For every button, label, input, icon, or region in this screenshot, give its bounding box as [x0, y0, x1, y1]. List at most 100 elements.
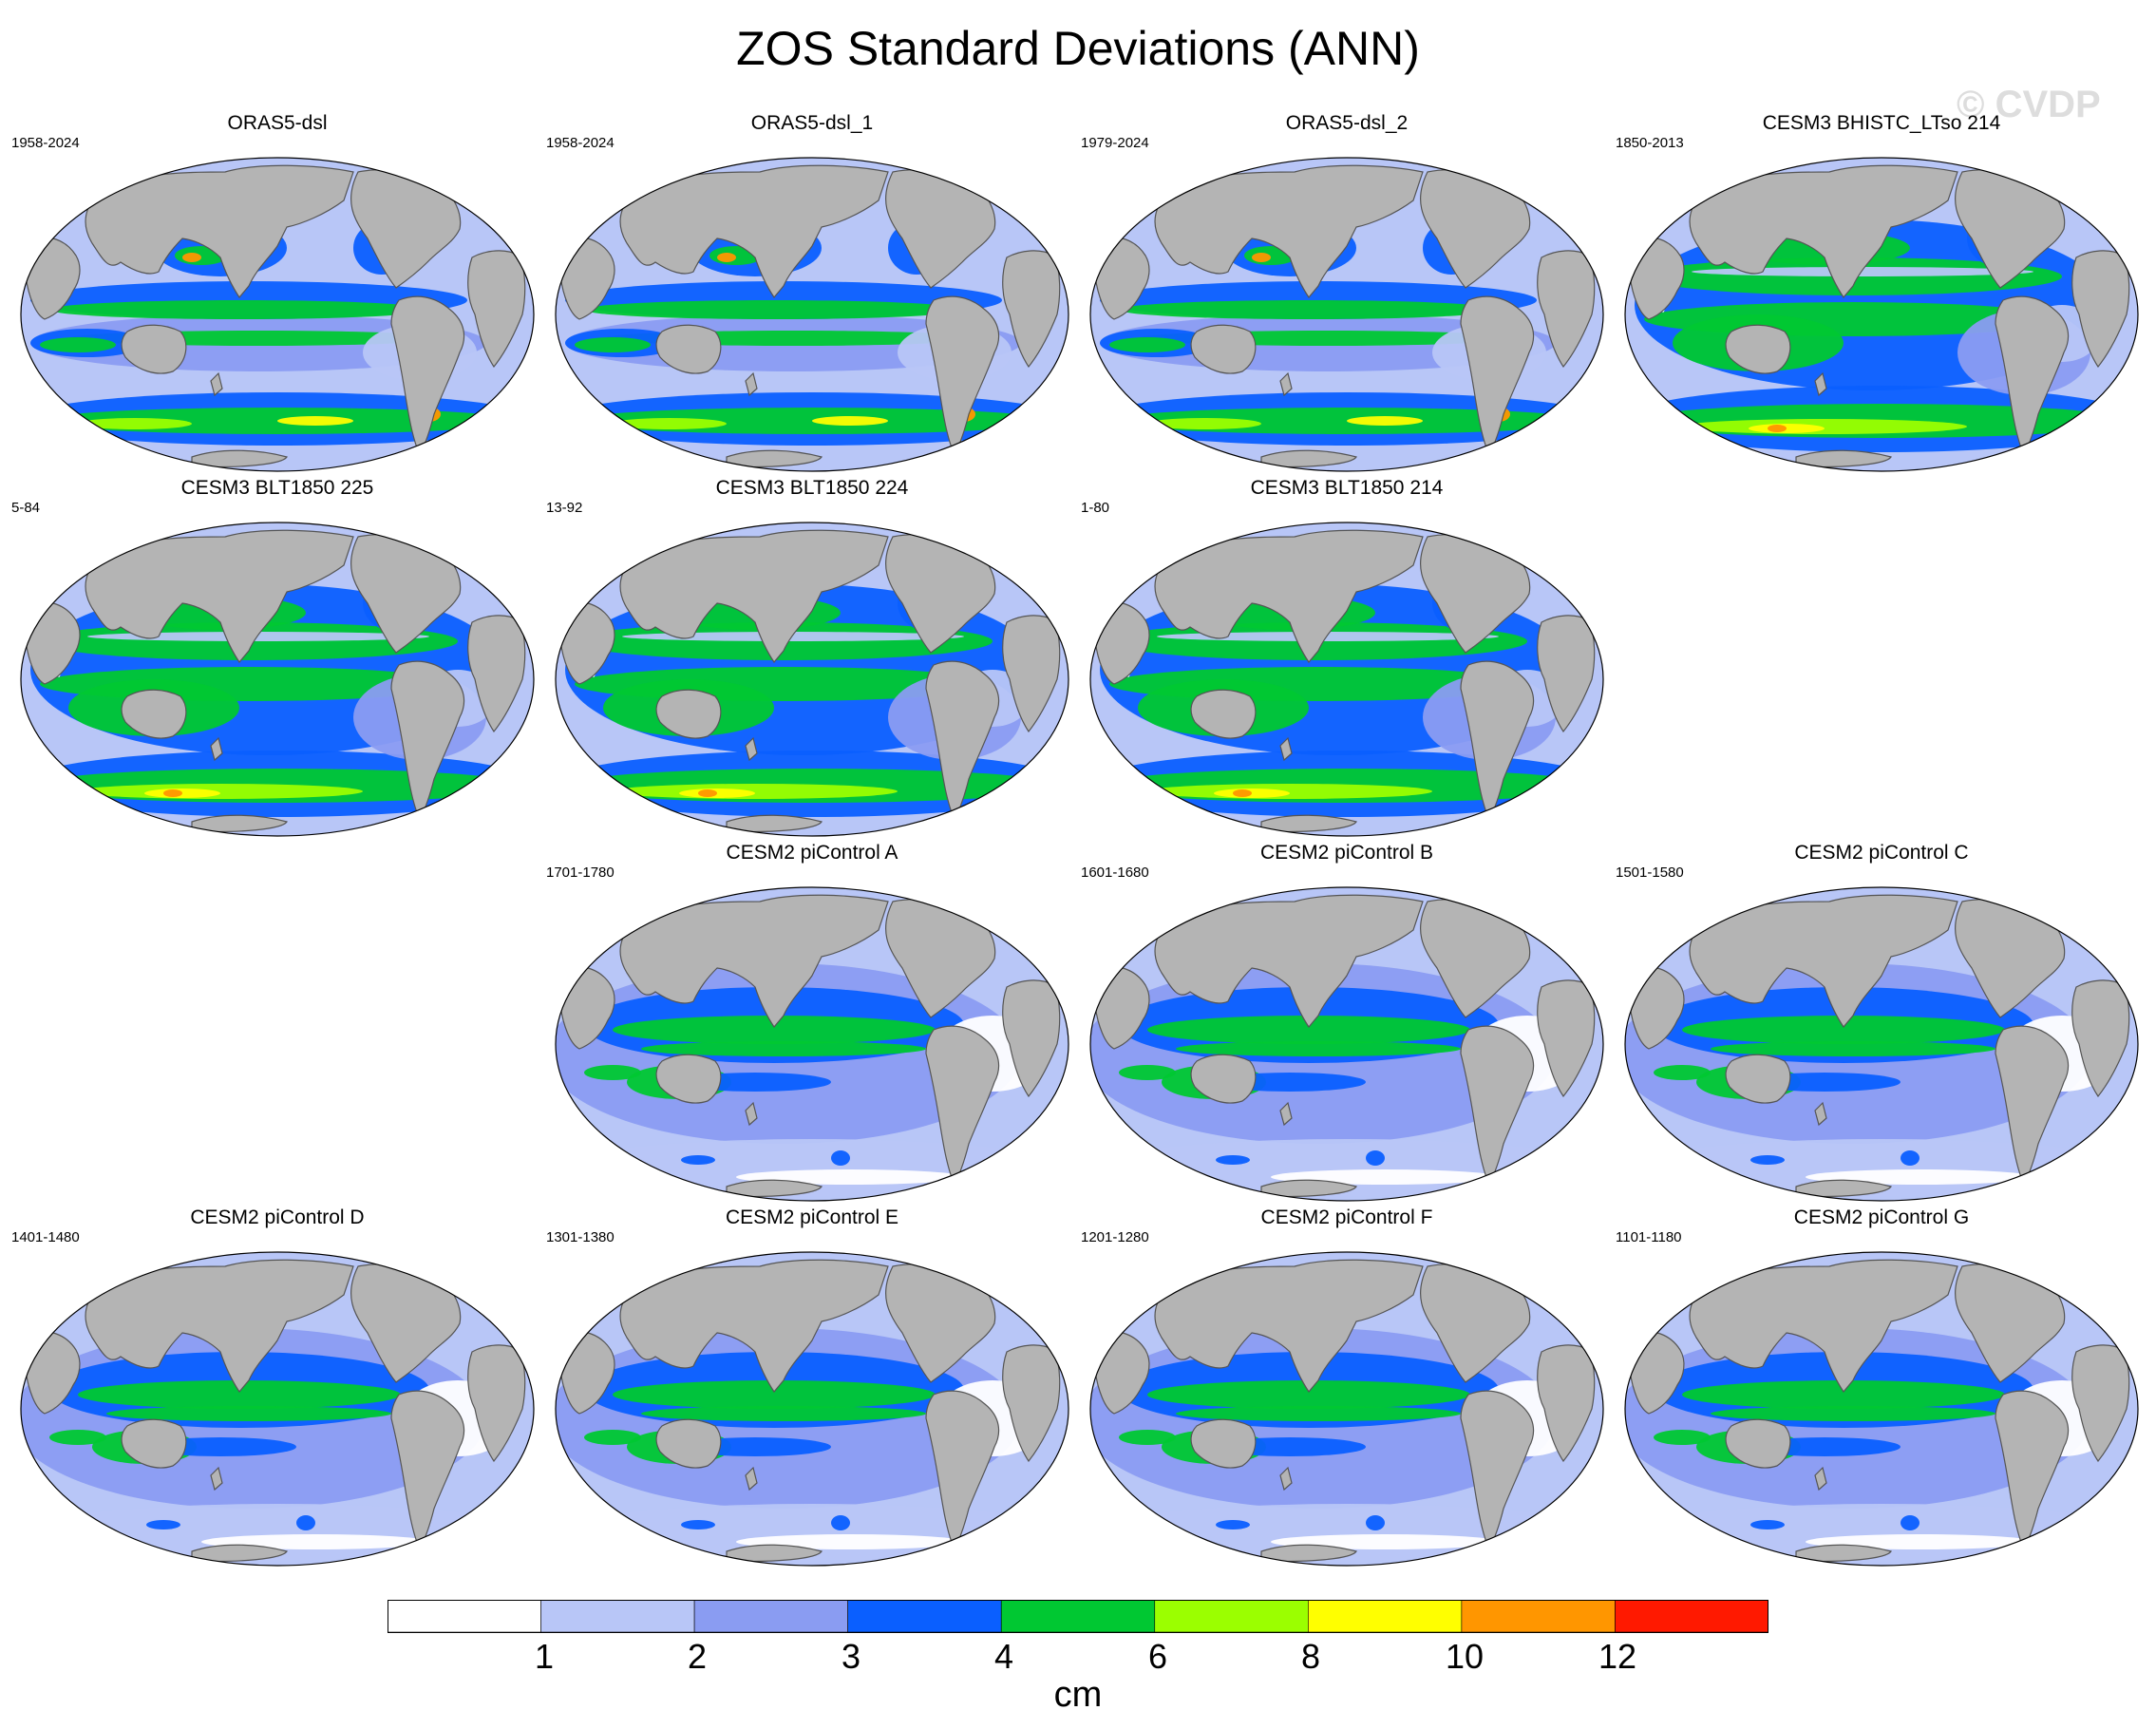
landmass-africa [1629, 1330, 1685, 1415]
world-map [1624, 157, 2139, 472]
landmass-southamerica [1995, 1390, 2070, 1551]
map-outline [1089, 886, 1604, 1202]
colorbar-swatch [1308, 1600, 1463, 1633]
landmass-nz [1279, 371, 1293, 397]
landmass-antarctica [191, 1544, 288, 1563]
landmass-greenland [1498, 528, 1536, 559]
landmass-australia [1190, 324, 1257, 374]
landmass-nz [1814, 1101, 1827, 1127]
landmass-southamerica [1460, 295, 1535, 457]
colorbar-label: 4 [993, 1637, 1014, 1676]
landmass-greenland [963, 163, 1001, 194]
landmass-africa [1629, 236, 1685, 320]
landmass-greenland [963, 893, 1001, 923]
landmass-antarctica [1260, 814, 1357, 833]
variance-band [78, 418, 192, 429]
colorbar-label: 10 [1445, 1637, 1485, 1676]
landmass-greenland [1498, 163, 1536, 194]
colorbar-swatch [693, 1600, 848, 1633]
landmass-greenland [2033, 163, 2071, 194]
landmass-antarctica [1795, 449, 1892, 468]
panel-title: CESM2 piControl A [726, 842, 898, 864]
map-panel-cesm2-picontrol-g: CESM2 piControl G 1101-1180 [1616, 1206, 2147, 1572]
landmass-africa [25, 600, 81, 685]
landmass-southamerica [390, 295, 465, 457]
variance-band [641, 1406, 926, 1421]
map-panel-oras5-dsl-2: ORAS5-dsl_2 1979-2024 [1081, 112, 1613, 478]
colorbar-label: 8 [1300, 1637, 1321, 1676]
landmass-australia [655, 689, 722, 739]
panel-years: 1501-1580 [1616, 864, 1684, 881]
landmass-southamerica [1460, 1025, 1535, 1187]
variance-band [1157, 632, 1499, 641]
map-panel-cesm3-blt1850-214: CESM3 BLT1850 214 1-80 [1081, 477, 1613, 843]
landmass-nz [210, 1466, 223, 1492]
variance-band [1750, 1155, 1785, 1165]
landmass-southamerica [925, 660, 1000, 822]
variance-band [49, 300, 429, 319]
landmass-southamerica [1460, 660, 1535, 822]
panel-years: 1101-1180 [1616, 1229, 1682, 1245]
landmass-australia [1190, 1418, 1257, 1469]
world-map [20, 522, 535, 837]
landmass-africa [559, 600, 615, 685]
panel-years: 1850-2013 [1616, 135, 1684, 151]
variance-band [831, 1150, 850, 1166]
landmass-nz [1814, 1466, 1827, 1492]
map-panel-cesm2-picontrol-b: CESM2 piControl B 1601-1680 [1081, 842, 1613, 1207]
landmass-africa [1094, 1330, 1150, 1415]
variance-band [78, 784, 363, 799]
map-outline [555, 522, 1069, 837]
variance-band [28, 408, 51, 420]
landmass-nz [1814, 371, 1827, 397]
colorbar-swatch [1615, 1600, 1768, 1633]
landmass-southamerica [1995, 295, 2070, 457]
landmass-greenland [428, 163, 466, 194]
map-outline [1089, 157, 1604, 472]
variance-band [1347, 416, 1423, 426]
variance-band [1692, 267, 2033, 276]
variance-band [681, 1520, 715, 1530]
landmass-africa [559, 965, 615, 1050]
landmass-australia [655, 1418, 722, 1469]
landmass-africa [559, 236, 615, 320]
variance-band [1366, 1515, 1385, 1530]
variance-band [1252, 253, 1271, 262]
variance-band [1176, 1406, 1461, 1421]
landmass-nz [745, 736, 758, 762]
variance-band [563, 408, 586, 420]
variance-band [1147, 1016, 1470, 1044]
map-panel-oras5-dsl-1: ORAS5-dsl_1 1958-2024 [546, 112, 1078, 478]
variance-band [641, 1041, 926, 1056]
variance-band [87, 632, 429, 641]
variance-band [106, 1406, 391, 1421]
landmass-greenland [1498, 893, 1536, 923]
variance-band [812, 416, 888, 426]
landmass-southamerica [1460, 1390, 1535, 1551]
panel-years: 1958-2024 [546, 135, 615, 151]
map-outline [20, 522, 535, 837]
landmass-australia [1725, 324, 1791, 374]
variance-band [277, 416, 353, 426]
landmass-antarctica [1795, 1544, 1892, 1563]
map-panel-cesm2-picontrol-f: CESM2 piControl F 1201-1280 [1081, 1206, 1613, 1572]
map-panel-cesm2-picontrol-d: CESM2 piControl D 1401-1480 [11, 1206, 543, 1572]
map-outline [1624, 1251, 2139, 1567]
landmass-nz [210, 371, 223, 397]
map-panel-cesm3-blt1850-224: CESM3 BLT1850 224 13-92 [546, 477, 1078, 843]
colorbar [388, 1600, 1768, 1633]
landmass-greenland [2033, 893, 2071, 923]
panel-years: 1601-1680 [1081, 864, 1149, 881]
map-outline [1624, 157, 2139, 472]
panel-title: CESM2 piControl F [1260, 1206, 1433, 1228]
variance-band [1901, 1150, 1920, 1166]
panel-years: 1979-2024 [1081, 135, 1149, 151]
map-outline [1089, 1251, 1604, 1567]
variance-band [1768, 425, 1787, 432]
landmass-nz [210, 736, 223, 762]
colorbar-swatch [847, 1600, 1002, 1633]
panel-years: 13-92 [546, 500, 583, 516]
figure-title: ZOS Standard Deviations (ANN) [736, 22, 1420, 75]
panel-years: 1-80 [1081, 500, 1110, 516]
variance-band [1147, 1380, 1470, 1409]
